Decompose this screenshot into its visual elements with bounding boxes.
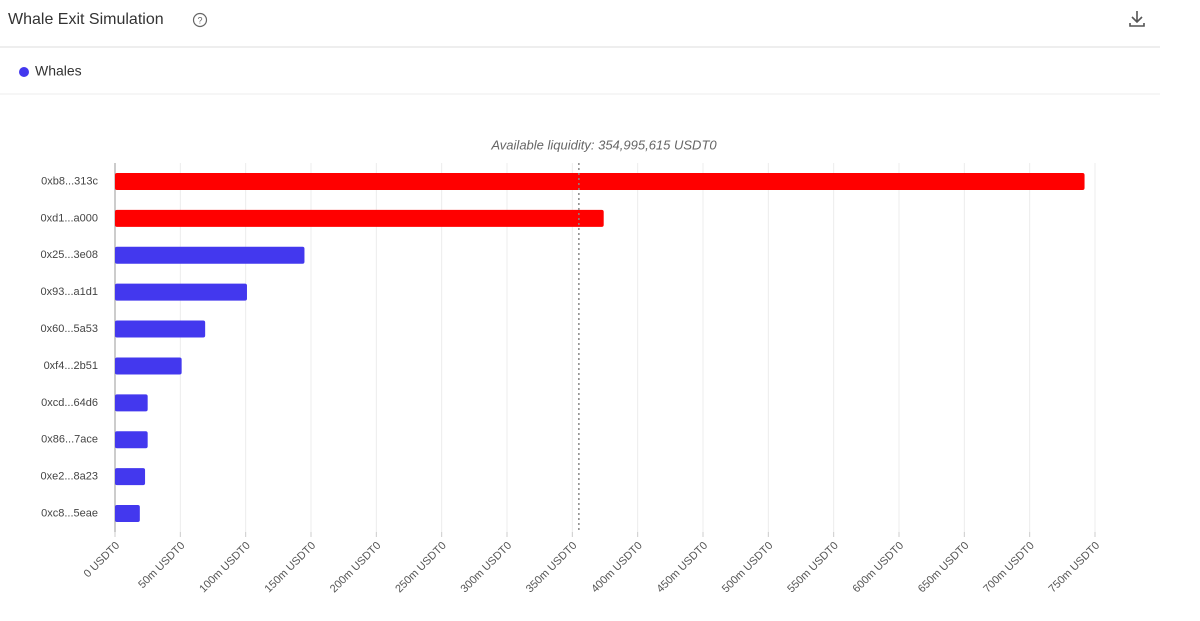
x-tick-label: 700m USDT0: [981, 540, 1037, 596]
legend-marker: [19, 67, 29, 77]
legend-label: Whales: [35, 63, 82, 79]
y-tick-label: 0xf4...2b51: [44, 360, 98, 372]
x-tick-label: 300m USDT0: [459, 540, 515, 596]
bar: [115, 283, 247, 301]
x-tick-label: 50m USDT0: [136, 540, 187, 591]
x-tick-label: 400m USDT0: [589, 540, 645, 596]
x-tick-label: 250m USDT0: [393, 540, 449, 596]
bar: [115, 172, 1085, 190]
bar: [115, 468, 146, 486]
x-tick-label: 600m USDT0: [851, 540, 907, 596]
x-tick-label: 550m USDT0: [785, 540, 841, 596]
y-tick-label: 0x93...a1d1: [41, 286, 99, 298]
x-tick-label: 0 USDT0: [82, 540, 122, 580]
y-tick-label: 0xc8...5eae: [41, 507, 98, 519]
x-tick-label: 750m USDT0: [1047, 540, 1103, 596]
y-tick-label: 0xb8...313c: [41, 175, 98, 187]
reference-label: Available liquidity: 354,995,615 USDT0: [490, 137, 717, 152]
bar: [115, 505, 140, 523]
x-tick-label: 450m USDT0: [655, 540, 711, 596]
y-tick-label: 0x86...7ace: [41, 434, 98, 446]
bar: [115, 431, 148, 449]
y-tick-label: 0xe2...8a23: [41, 471, 99, 483]
y-tick-label: 0xd1...a000: [41, 212, 99, 224]
bar: [115, 320, 206, 338]
x-tick-label: 500m USDT0: [720, 540, 776, 596]
bar: [115, 246, 305, 264]
help-icon[interactable]: ?: [192, 12, 208, 28]
download-icon[interactable]: [1129, 11, 1145, 27]
y-tick-label: 0x60...5a53: [41, 323, 99, 335]
bar: [115, 209, 604, 227]
x-tick-label: 200m USDT0: [328, 540, 384, 596]
y-tick-label: 0x25...3e08: [41, 249, 99, 261]
y-tick-label: 0xcd...64d6: [41, 397, 98, 409]
x-tick-label: 650m USDT0: [916, 540, 972, 596]
svg-text:?: ?: [197, 15, 202, 25]
bar: [115, 357, 182, 375]
x-tick-label: 100m USDT0: [197, 540, 253, 596]
x-tick-label: 150m USDT0: [263, 540, 319, 596]
bar: [115, 394, 148, 412]
chart-title: Whale Exit Simulation: [8, 11, 164, 28]
x-tick-label: 350m USDT0: [524, 540, 580, 596]
